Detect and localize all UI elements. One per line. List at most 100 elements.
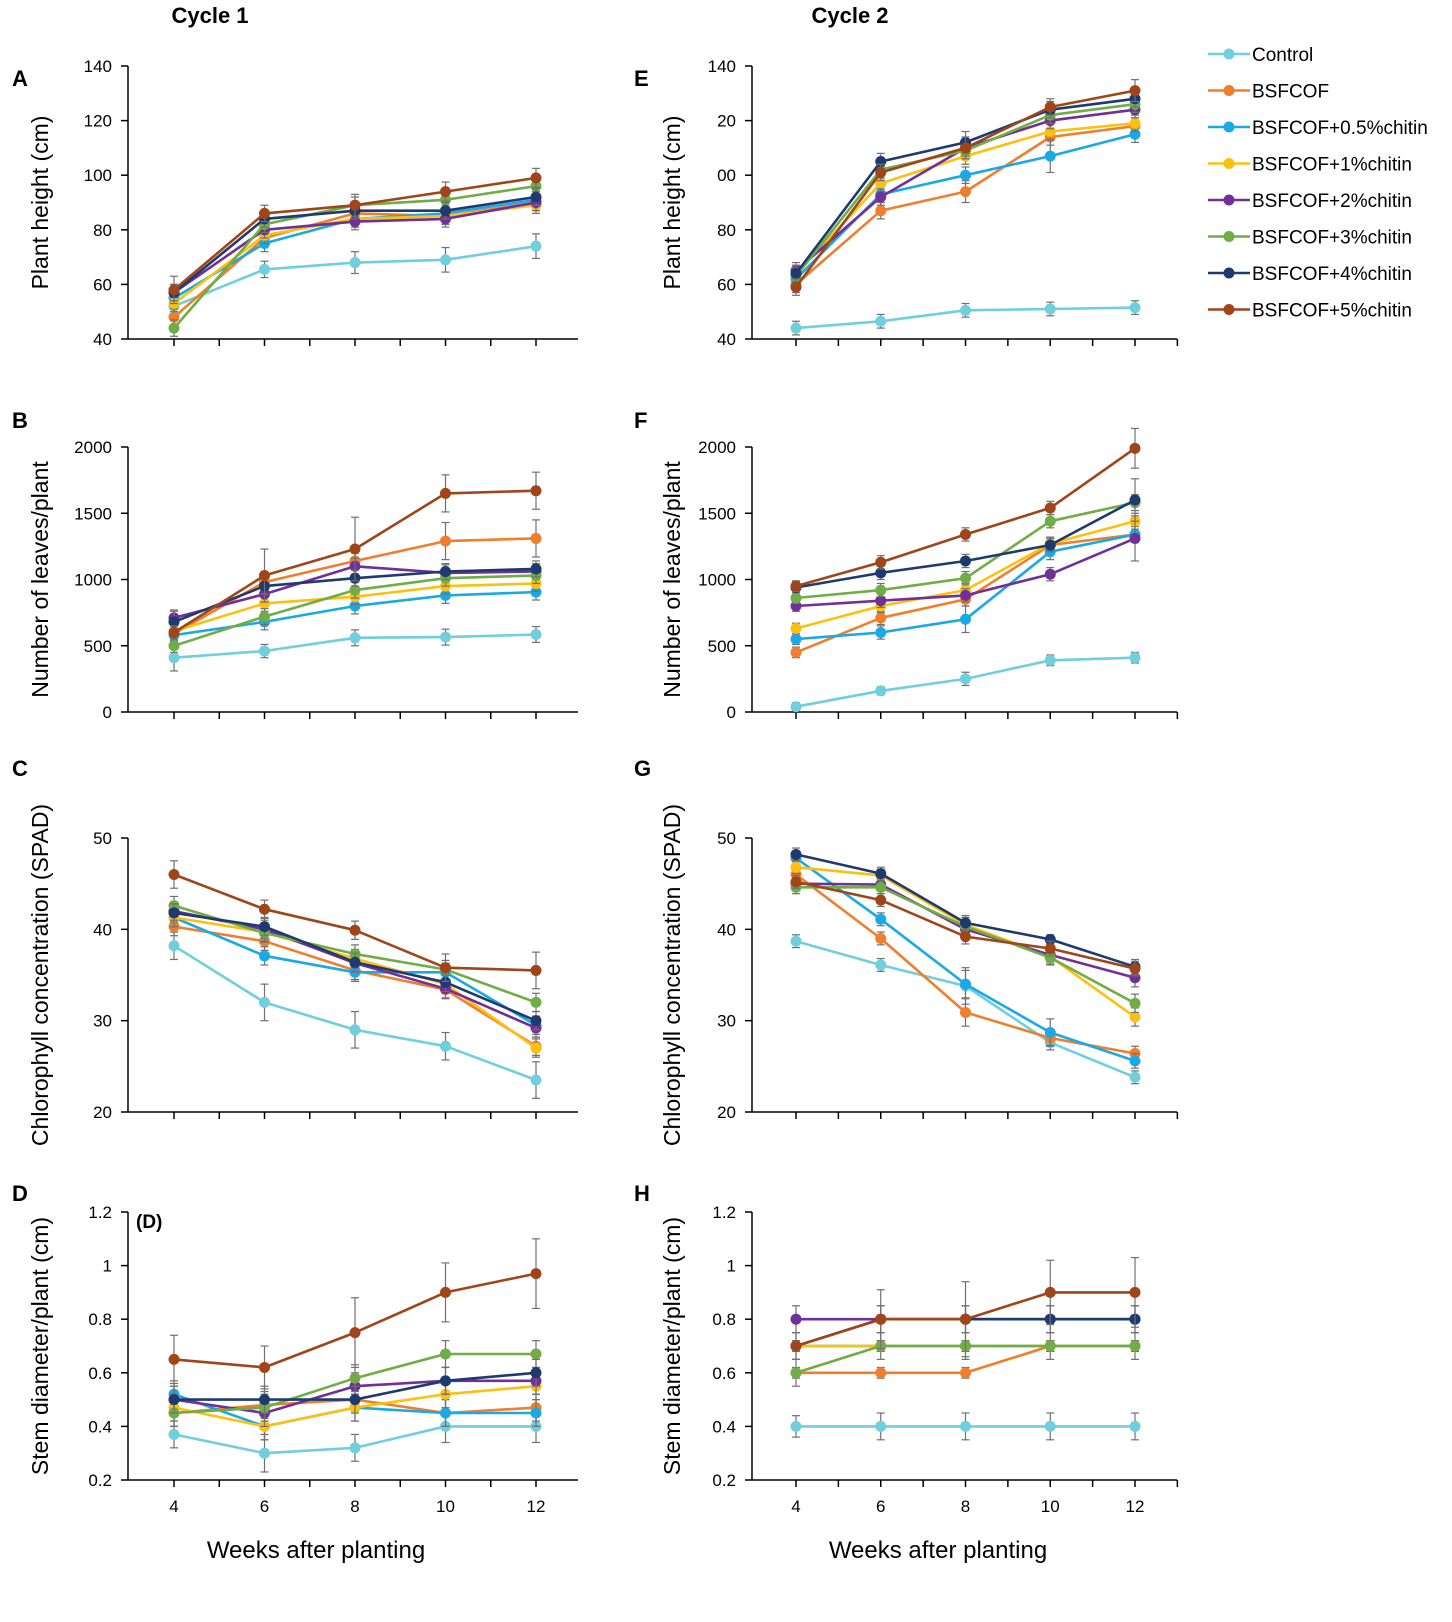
data-point [875,612,887,624]
legend-entry: BSFCOF+3%chitin [1208,228,1412,249]
data-point [875,205,887,217]
series-control [790,651,1141,713]
series-bsfcof-2-chitin [790,515,1141,612]
data-point [790,1367,802,1379]
data-point [875,932,887,944]
panel-letter: B [12,408,28,433]
data-point [790,1313,802,1325]
series-bsfcof-0-5-chitin [790,851,1141,1069]
legend-entry: BSFCOF+1%chitin [1208,155,1412,176]
y-tick-label: 500 [708,637,736,656]
data-point [960,673,971,685]
data-point [1044,539,1056,551]
data-point [168,284,180,296]
data-point [1129,1071,1141,1083]
legend-swatch-marker [1223,121,1235,133]
data-point [168,616,180,628]
x-axis-label: Weeks after planting [829,1537,1047,1564]
data-point [1129,1055,1141,1067]
series-bsfcof-5-chitin [168,860,542,990]
data-point [960,613,971,625]
data-point [530,1074,542,1086]
data-point [530,586,542,598]
legend-entry: BSFCOF+0.5%chitin [1208,118,1428,139]
legend-swatch-marker [1223,304,1235,315]
panel-letter: C [12,756,28,781]
data-point [349,1442,361,1454]
data-point [530,532,542,544]
data-point [875,913,887,925]
data-point [1129,972,1141,984]
data-point [259,1361,270,1373]
data-point [168,869,180,881]
y-tick-label: 40 [717,330,736,349]
legend-label: BSFCOF+1%chitin [1252,155,1412,176]
data-point [349,199,361,211]
data-point [960,931,971,943]
data-point [1044,150,1056,162]
data-point [530,1268,542,1280]
data-point [875,595,887,607]
panel-letter: H [634,1181,650,1206]
data-point [790,580,802,592]
x-tick-label: 4 [169,1497,178,1516]
y-tick-label: 1.2 [88,1203,112,1222]
y-axis-label: Number of leaves/plant [659,461,685,698]
data-point [259,207,270,219]
data-point [530,240,542,252]
series-bsfcof-5-chitin [168,1238,542,1390]
data-point [259,1447,270,1459]
data-point [790,701,802,713]
data-point [960,589,971,601]
legend-swatch-marker [1223,194,1235,206]
data-point [875,894,887,906]
series-control [168,625,542,672]
panel-letter: A [12,66,28,91]
data-point [960,1006,971,1018]
data-point [440,631,451,643]
y-tick-label: 1.2 [712,1203,736,1222]
x-tick-label: 12 [527,1497,546,1516]
panel-a: A 40 60 80 100 120 140 Plant height (cm) [12,57,578,349]
data-point [790,876,802,888]
data-point [259,950,270,962]
panel-letter: E [634,66,649,91]
data-point [259,921,270,933]
series-bsfcof-4-chitin [168,1358,542,1414]
data-point [259,903,270,915]
data-point [1129,1340,1141,1352]
y-tick-label: 30 [93,1012,112,1031]
data-point [530,172,542,184]
data-point [530,1042,542,1054]
data-point [875,1420,887,1432]
legend-label: BSFCOF+3%chitin [1252,228,1412,249]
data-point [875,881,887,893]
y-axis-label: Plant height (cm) [27,116,53,290]
data-point [960,528,971,540]
y-tick-label: 0.2 [88,1471,112,1490]
data-point [440,254,451,266]
data-point [790,633,802,645]
series-bsfcof-4-chitin [168,903,542,1031]
data-point [349,543,361,555]
data-point [960,1313,971,1325]
y-tick-label: 20 [717,112,736,131]
y-tick-label: 0.6 [88,1364,112,1383]
panel-inner-label: (D) [136,1212,162,1233]
data-point [790,646,802,658]
legend-swatch-marker [1223,158,1235,169]
legend-swatch-marker [1223,48,1235,60]
y-tick-label: 1 [103,1257,112,1276]
y-tick-label: 50 [717,829,736,848]
data-point [349,924,361,936]
data-point [349,956,361,968]
data-point [440,487,451,499]
y-tick-label: 0.4 [712,1417,736,1436]
data-point [960,1367,971,1379]
data-point [349,1024,361,1036]
y-tick-label: 80 [717,221,736,240]
legend-swatch-marker [1223,267,1235,279]
legend-entry: BSFCOF [1208,82,1329,103]
y-tick-label: 50 [93,829,112,848]
